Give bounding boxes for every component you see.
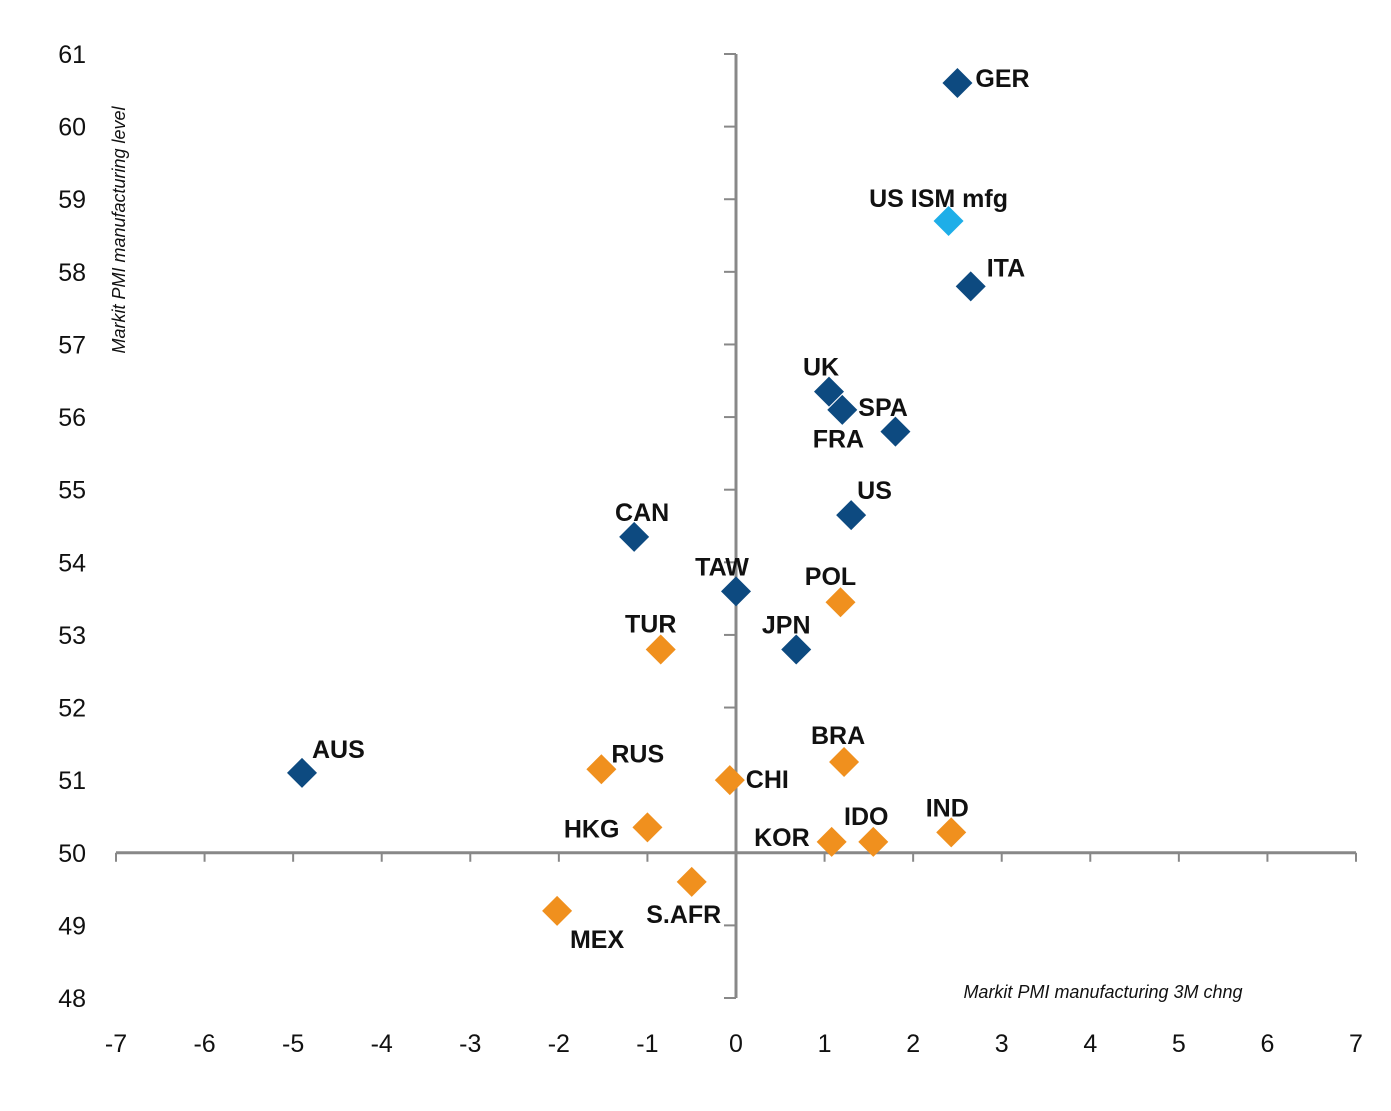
y-tick-label: 58 <box>58 259 86 287</box>
x-tick-label: -5 <box>282 1030 304 1058</box>
x-tick-label: 7 <box>1349 1030 1363 1058</box>
y-tick-label: 57 <box>58 331 86 359</box>
y-tick-label: 54 <box>58 549 86 577</box>
y-tick-label: 48 <box>58 985 86 1013</box>
labels-layer: GER US ISM mfg ITA UK SPA FRA US CAN TAW POL TUR JP… <box>312 65 1030 954</box>
point-label-fra: FRA <box>813 426 864 454</box>
point-label-s-afr: S.AFR <box>646 901 721 929</box>
data-point-chi <box>714 765 745 796</box>
x-tick-label: 5 <box>1172 1030 1186 1058</box>
point-label-chi: CHI <box>746 766 789 794</box>
x-tick-label: 2 <box>906 1030 920 1058</box>
x-axis-title: Markit PMI manufacturing 3M chng <box>963 982 1242 1002</box>
point-label-ger: GER <box>975 65 1029 93</box>
data-point-s-afr <box>676 866 707 897</box>
data-point-jpn <box>781 634 812 665</box>
x-tick-label: -4 <box>371 1030 393 1058</box>
data-point-us-ism-mfg <box>933 206 964 237</box>
x-tick-label: 4 <box>1083 1030 1097 1058</box>
y-tick-label: 61 <box>58 41 86 69</box>
y-tick-label: 53 <box>58 622 86 650</box>
data-point-spa <box>827 394 858 425</box>
point-label-us: US <box>857 477 892 505</box>
x-tick-label: 0 <box>729 1030 743 1058</box>
data-point-aus <box>287 757 317 788</box>
y-tick-label: 60 <box>58 114 86 142</box>
x-tick-label: -2 <box>548 1030 570 1058</box>
y-tick-label: 52 <box>58 695 86 723</box>
points-layer <box>287 68 986 926</box>
point-label-ita: ITA <box>987 254 1025 282</box>
point-label-hkg: HKG <box>564 815 620 843</box>
x-tick-label: -6 <box>193 1030 215 1058</box>
point-label-jpn: JPN <box>762 611 811 639</box>
y-tick-label: 55 <box>58 477 86 505</box>
data-point-hkg <box>632 812 663 843</box>
point-label-bra: BRA <box>811 722 865 750</box>
point-label-tur: TUR <box>625 610 676 638</box>
data-point-ido <box>858 826 889 857</box>
point-label-aus: AUS <box>312 736 365 764</box>
data-point-us <box>836 500 867 531</box>
x-tick-label: 6 <box>1260 1030 1274 1058</box>
y-tick-label: 59 <box>58 186 86 214</box>
y-tick-label: 49 <box>58 912 86 940</box>
data-point-rus <box>586 754 617 785</box>
x-tick-label: 1 <box>818 1030 832 1058</box>
x-tick-label: -1 <box>636 1030 658 1058</box>
data-point-tur <box>645 634 676 665</box>
point-label-pol: POL <box>805 563 856 591</box>
data-point-mex <box>542 895 573 926</box>
y-axis-title: Markit PMI manufacturing level <box>109 105 129 353</box>
point-label-ido: IDO <box>844 803 888 831</box>
point-label-can: CAN <box>615 499 669 527</box>
data-point-ger <box>942 68 973 99</box>
data-point-ita <box>955 271 986 302</box>
data-point-pol <box>825 587 856 618</box>
y-tick-label: 50 <box>58 840 86 868</box>
data-point-can <box>619 521 650 552</box>
data-point-bra <box>829 747 860 777</box>
point-label-uk: UK <box>803 354 839 382</box>
point-label-taw: TAW <box>695 553 749 581</box>
data-point-taw <box>721 576 751 607</box>
y-tick-label: 56 <box>58 404 86 432</box>
point-label-mex: MEX <box>570 926 625 954</box>
data-point-ind <box>936 817 967 848</box>
data-point-kor <box>816 826 847 857</box>
point-label-us-ism-mfg: US ISM mfg <box>869 185 1008 213</box>
point-label-kor: KOR <box>754 824 810 852</box>
point-label-spa: SPA <box>858 394 908 422</box>
data-point-uk <box>814 376 844 407</box>
x-tick-label: -3 <box>459 1030 481 1058</box>
x-tick-label: 3 <box>995 1030 1009 1058</box>
point-label-ind: IND <box>926 794 969 822</box>
point-label-rus: RUS <box>611 740 664 768</box>
y-tick-label: 51 <box>58 767 86 795</box>
data-point-fra <box>880 416 911 447</box>
axes-layer: -7 -6 -5 -4 -3 -2 -1 0 1 2 3 4 5 6 7484950515253545556… <box>58 41 1363 1058</box>
x-tick-label: -7 <box>105 1030 127 1058</box>
